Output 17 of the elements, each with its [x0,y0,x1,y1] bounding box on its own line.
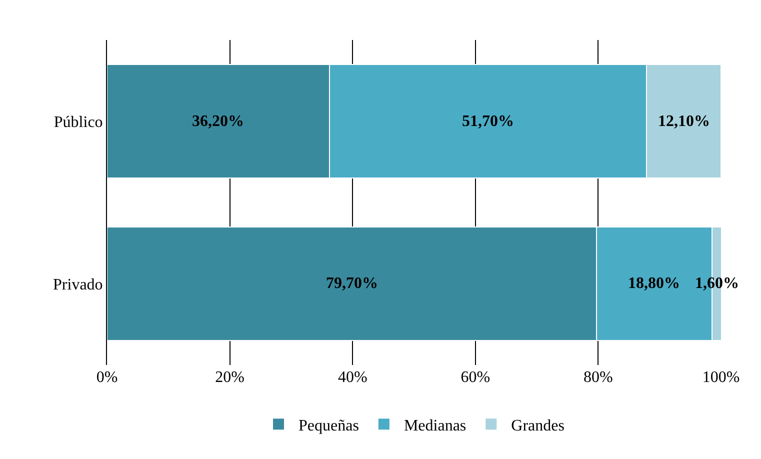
data-label: 12,10% [658,113,710,130]
data-label: 1,60% [695,275,739,292]
x-tick-label: 60% [460,369,490,386]
x-tick-label: 80% [584,369,613,386]
data-label: 79,70% [326,275,378,292]
data-label: 36,20% [192,113,244,130]
x-tick-label: 100% [702,369,740,386]
legend-label: Pequeñas [298,417,359,434]
x-tick-label: 40% [338,369,368,386]
legend-label: Medianas [404,417,466,434]
x-tick-label: 20% [215,369,244,386]
y-tick-label: Privado [53,276,103,294]
data-label: 51,70% [462,113,514,130]
y-tick-label: Público [54,114,103,131]
x-tick-label: 0% [96,369,118,386]
legend-label: Grandes [511,417,564,434]
data-label: 18,80% [628,275,680,292]
